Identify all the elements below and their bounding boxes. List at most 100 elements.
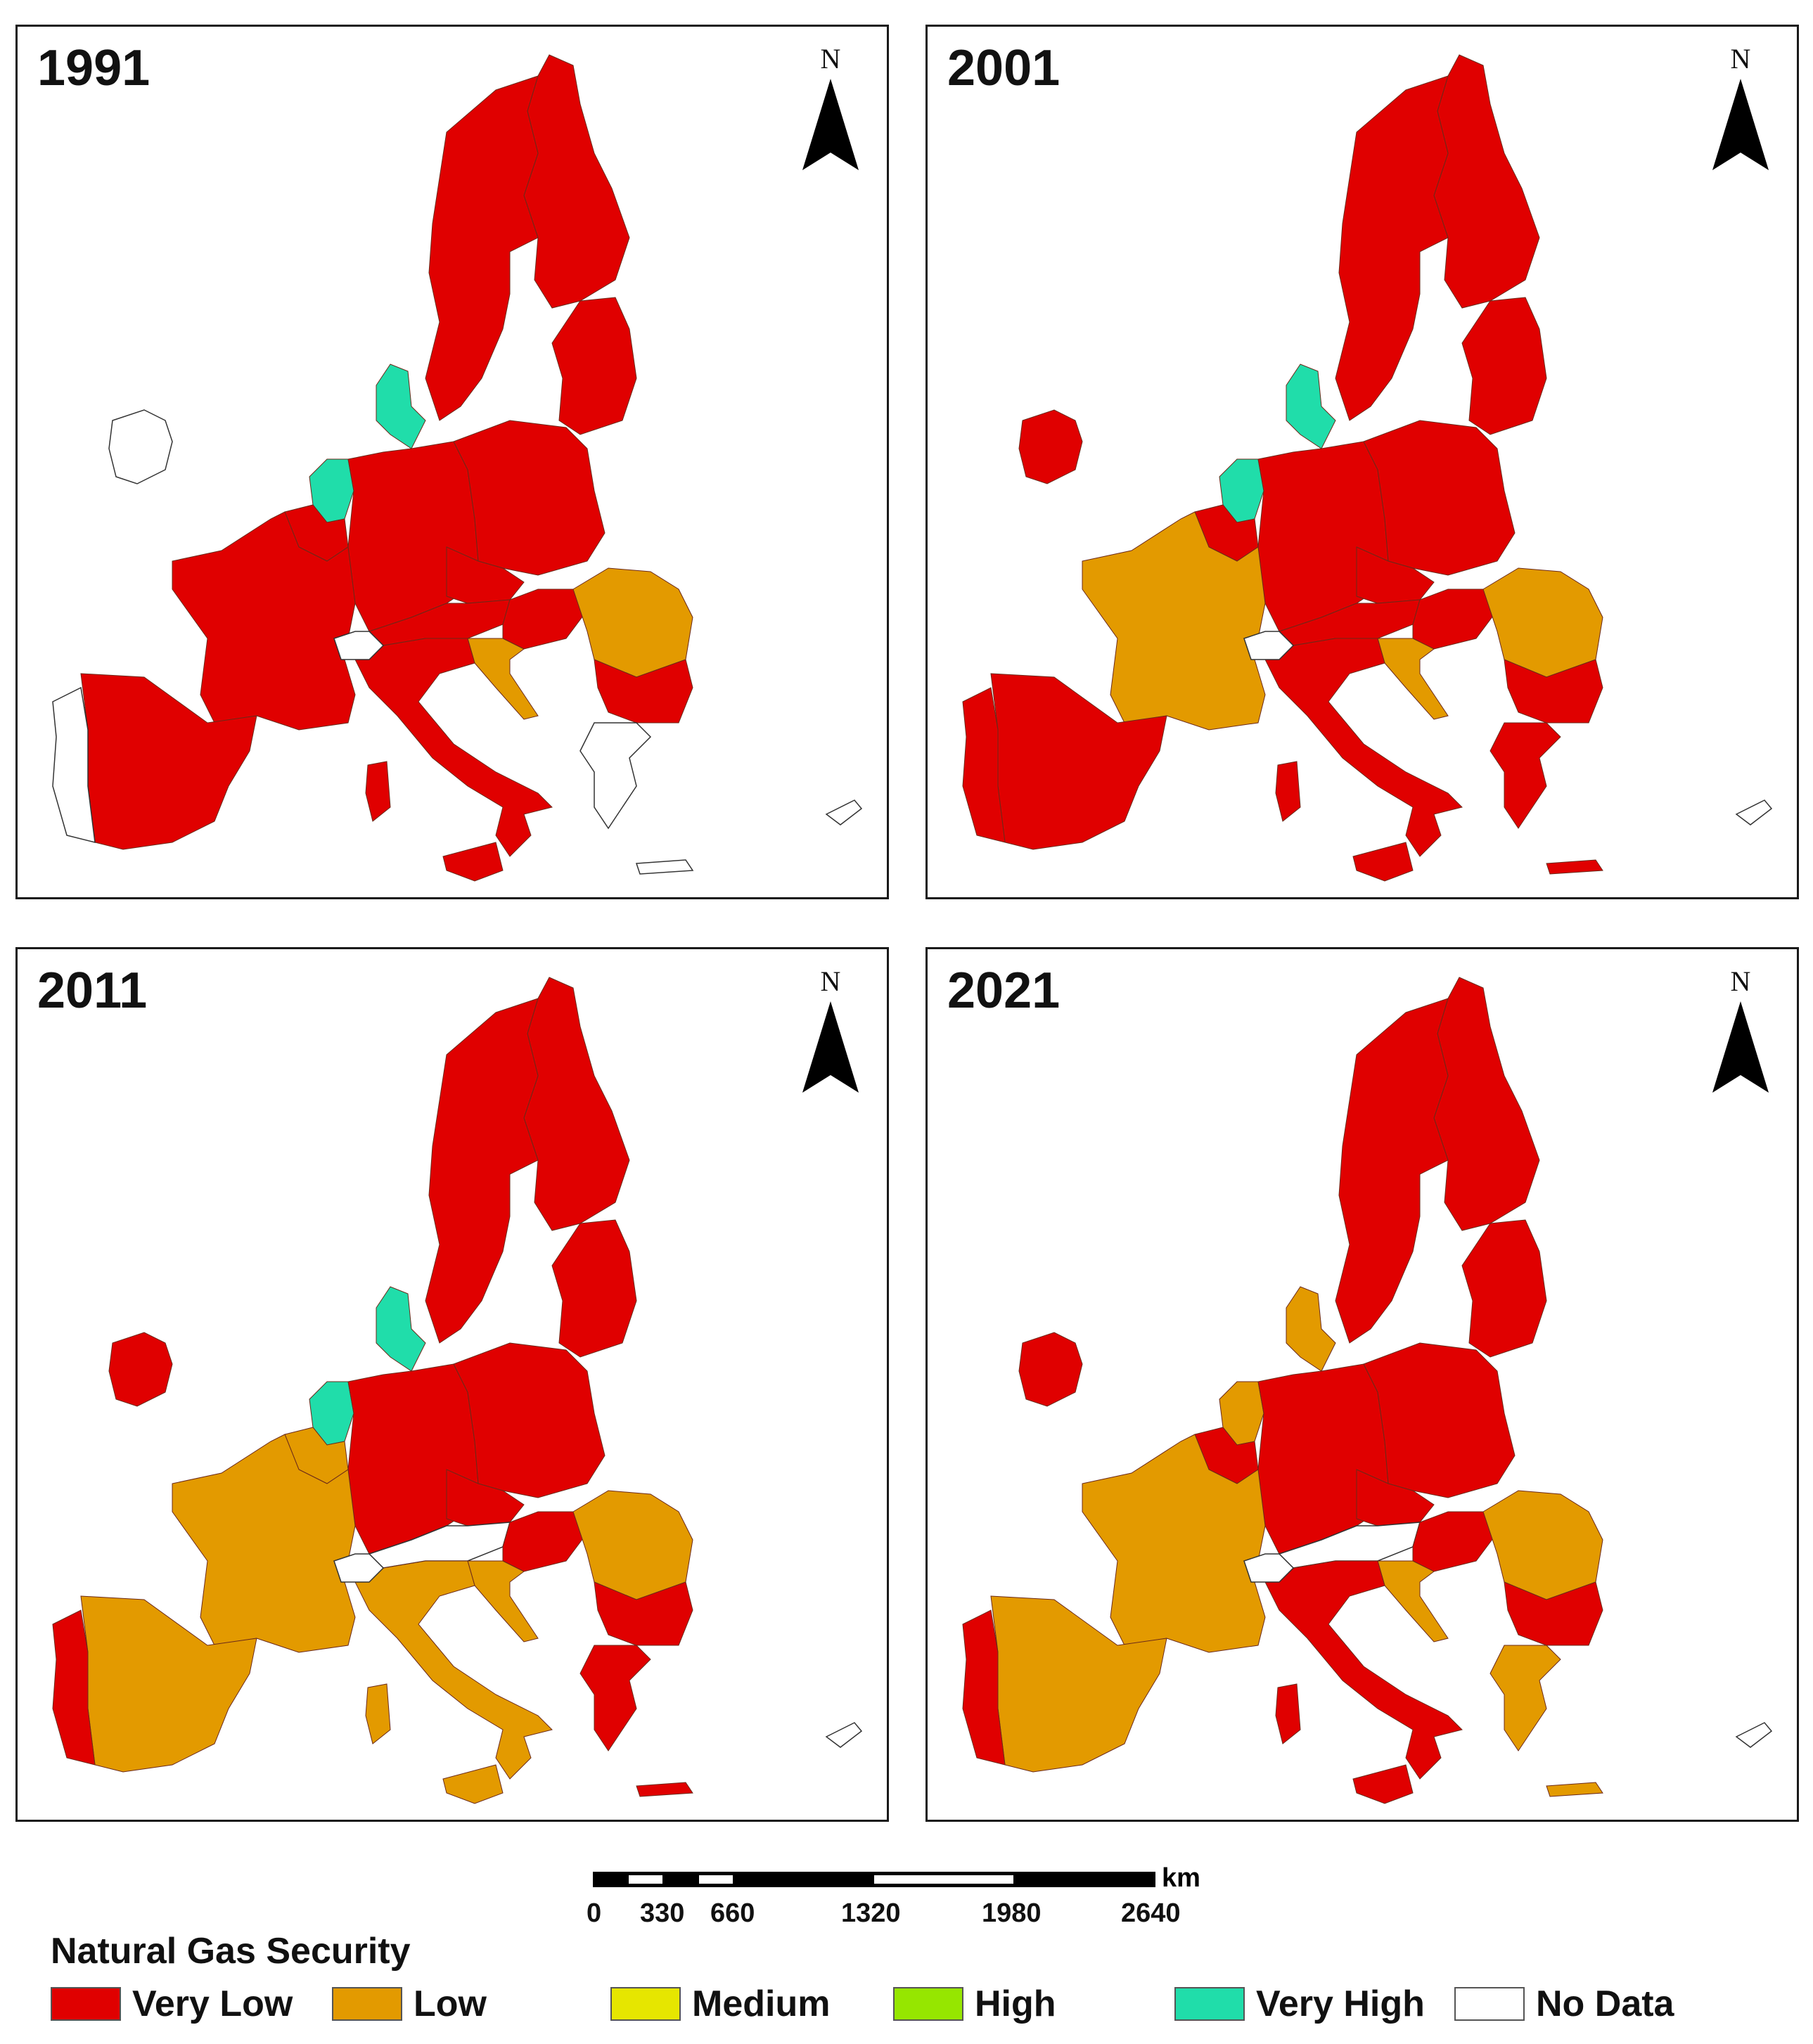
country-poland [1363,1342,1516,1498]
legend-label: Medium [692,1984,831,2024]
legend-item-very-low: Very Low [51,1983,293,2025]
country-ireland [1018,409,1083,484]
country-greece [579,1645,651,1751]
country-switzerland [1243,631,1295,660]
country-hungary [1412,1511,1498,1572]
europe-map [962,54,1773,882]
country-ireland [1018,1332,1083,1407]
country-croatia [1377,638,1449,720]
north-label: N [820,43,841,75]
country-czechia [446,546,525,604]
country-cyprus [825,799,863,825]
country-denmark [376,364,426,449]
country-denmark [376,1286,426,1372]
country-italy [1264,1560,1463,1780]
country-bulgaria [1504,659,1603,724]
country-czechia [1356,1469,1435,1526]
country-czechia [1356,546,1435,604]
panel-year: 2021 [947,963,1061,1019]
country-portugal [962,687,1006,843]
map-panel-2001: 2001 N [925,25,1799,899]
europe-map [52,977,863,1804]
country-denmark [1286,364,1336,449]
country-sicily [1352,842,1414,882]
country-crete [635,859,694,875]
country-baltics [551,1219,637,1358]
country-cyprus [1735,799,1773,825]
legend-item-very-high: Very High [1174,1983,1425,2025]
north-label: N [1730,43,1751,75]
north-label: N [820,965,841,997]
country-switzerland [333,1553,385,1583]
country-baltics [1461,1219,1547,1358]
country-hungary [502,589,588,650]
map-panel-2011: 2011 N [15,947,889,1822]
country-sweden [1335,75,1449,421]
panel-year: 2011 [37,963,148,1019]
scale-bar-graphic [593,1872,1155,1887]
country-baltics [551,297,637,435]
europe-map [962,977,1773,1804]
country-hungary [1412,589,1498,650]
country-portugal [52,1609,96,1766]
country-sardinia [365,761,391,822]
legend-item-no-data: No Data [1454,1983,1674,2025]
country-switzerland [333,631,385,660]
country-bulgaria [594,1581,693,1646]
country-crete [1546,1782,1603,1797]
country-baltics [1461,297,1547,435]
map-panel-1991: 1991 N [15,25,889,899]
north-label: N [1730,965,1751,997]
country-poland [1363,420,1516,576]
scale-tick: 0 [587,1898,602,1928]
country-switzerland [1243,1553,1295,1583]
country-poland [453,1342,606,1498]
country-hungary [502,1511,588,1572]
scale-tick: 1320 [841,1898,901,1928]
country-finland [1433,977,1540,1231]
north-arrow-icon: N [1705,42,1776,177]
country-portugal [962,1609,1006,1766]
country-poland [453,420,606,576]
country-ireland [108,1332,173,1407]
legend-label: Very High [1256,1984,1425,2024]
country-bulgaria [1504,1581,1603,1646]
scale-tick: 330 [640,1898,685,1928]
europe-map [52,54,863,882]
country-croatia [467,1560,539,1643]
country-sicily [442,842,504,882]
legend-swatch [51,1987,121,2021]
legend-title: Natural Gas Security [51,1931,411,1972]
country-sweden [1335,998,1449,1344]
scale-unit: km [1162,1863,1200,1893]
country-italy [354,638,553,857]
country-bulgaria [594,659,693,724]
country-sardinia [1275,1683,1301,1744]
country-cyprus [825,1722,863,1748]
country-romania [572,567,693,678]
map-panel-2021: 2021 N [925,947,1799,1822]
country-sardinia [365,1683,391,1744]
north-arrow-icon: N [795,965,866,1100]
country-italy [354,1560,553,1780]
north-arrow-icon: N [795,42,866,177]
scale-tick: 2640 [1121,1898,1181,1928]
panel-year: 1991 [37,40,150,96]
country-czechia [446,1469,525,1526]
country-greece [1490,722,1561,829]
country-crete [1546,859,1603,875]
country-croatia [1377,1560,1449,1643]
legend-label: Low [414,1984,487,2024]
country-italy [1264,638,1463,857]
country-croatia [467,638,539,720]
country-ireland [108,409,173,484]
legend-item-medium: Medium [610,1983,830,2025]
legend-swatch [1174,1987,1245,2021]
country-greece [1490,1645,1561,1751]
legend-label: High [975,1984,1056,2024]
country-romania [572,1490,693,1600]
legend-label: Very Low [132,1984,293,2024]
country-sardinia [1275,761,1301,822]
country-greece [579,722,652,830]
country-finland [1433,54,1540,309]
